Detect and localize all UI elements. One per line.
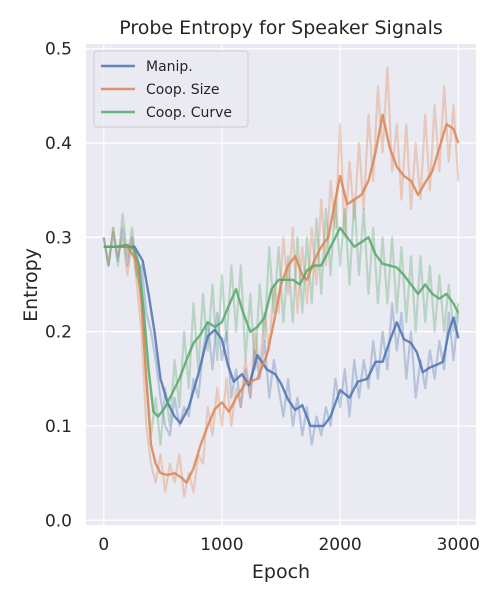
x-tick-label: 3000 xyxy=(437,535,480,555)
series-line-coop-size xyxy=(103,113,460,484)
y-tick-label: 0.0 xyxy=(45,511,72,531)
legend-box xyxy=(93,50,249,128)
x-tick-label: 0 xyxy=(98,535,109,555)
y-tick-label: 0.1 xyxy=(45,417,72,437)
legend-entry: Coop. Curve xyxy=(146,105,232,121)
y-tick-label: 0.2 xyxy=(45,323,72,343)
x-tick-labels: 0 1000 2000 3000 xyxy=(98,535,480,555)
legend: Manip. Coop. Size Coop. Curve xyxy=(93,50,249,128)
chart-title: Probe Entropy for Speaker Signals xyxy=(119,17,443,39)
x-axis-label: Epoch xyxy=(252,561,310,583)
y-axis-label: Entropy xyxy=(20,248,42,322)
y-tick-label: 0.3 xyxy=(45,228,72,248)
y-tick-label: 0.5 xyxy=(45,40,72,60)
y-tick-labels: 0.0 0.1 0.2 0.3 0.4 0.5 xyxy=(45,40,72,532)
series-line-coop-curve xyxy=(103,226,460,418)
grid-lines xyxy=(86,44,476,525)
legend-entry: Coop. Size xyxy=(146,82,219,98)
series-layer xyxy=(102,66,460,498)
x-tick-label: 1000 xyxy=(200,535,243,555)
x-tick-label: 2000 xyxy=(318,535,361,555)
y-tick-label: 0.4 xyxy=(45,134,72,154)
legend-entry: Manip. xyxy=(146,59,193,75)
